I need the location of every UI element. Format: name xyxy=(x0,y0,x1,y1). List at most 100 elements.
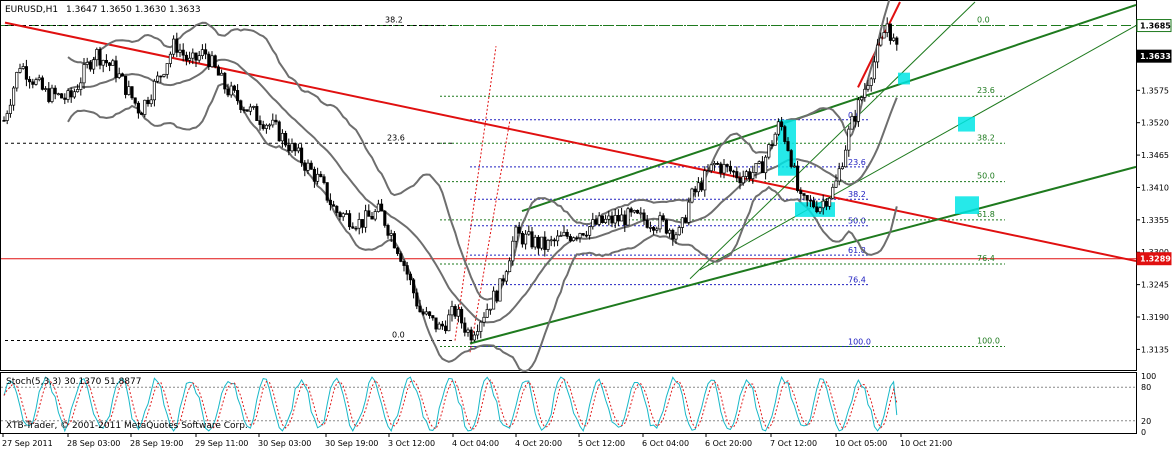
candle-body xyxy=(28,78,32,83)
candle-body xyxy=(463,322,467,333)
candle-body xyxy=(88,62,92,70)
candle-body xyxy=(492,290,496,310)
price-tag-label: 1.3685 xyxy=(1140,22,1171,31)
price-tag-label: 1.3633 xyxy=(1140,52,1171,61)
candle-body xyxy=(671,229,675,240)
green-fan-line xyxy=(699,25,1137,271)
candle-body xyxy=(364,210,368,228)
candle-body xyxy=(703,170,707,191)
candle-body xyxy=(156,75,160,82)
candle-body xyxy=(210,55,214,68)
candle-body xyxy=(18,68,22,73)
candle-body xyxy=(47,88,51,102)
green-fib-label: 76.4 xyxy=(977,254,995,263)
candle-body xyxy=(655,228,659,231)
candle-body xyxy=(223,72,227,90)
stoch-main-line xyxy=(3,375,898,433)
candle-body xyxy=(120,73,124,77)
candle-body xyxy=(328,199,332,206)
blue-fib-label: 50.0 xyxy=(848,217,866,226)
candle-body xyxy=(2,119,6,122)
time-tick-label: 6 Oct 04:00 xyxy=(642,439,689,448)
candle-body xyxy=(392,233,396,249)
candle-body xyxy=(434,317,438,330)
stochastic-axis: 100 80 20 0 xyxy=(1141,372,1156,437)
candle-body xyxy=(709,164,713,172)
candle-body xyxy=(479,321,483,332)
candle-body xyxy=(72,91,76,98)
copyright-footer: XTB-Trader, © 2001-2011 MetaQuotes Softw… xyxy=(6,421,248,431)
candle-body xyxy=(296,147,300,152)
candle-body xyxy=(885,23,889,33)
candle-body xyxy=(818,207,822,213)
candle-body xyxy=(837,168,841,182)
candle-body xyxy=(213,55,217,68)
candle-body xyxy=(645,219,649,228)
price-axis: 1.35751.35201.34651.34101.33551.33001.32… xyxy=(1136,19,1172,354)
candle-body xyxy=(856,99,860,122)
candle-body xyxy=(732,170,736,173)
candle-body xyxy=(581,233,585,236)
candle-body xyxy=(204,49,208,55)
candle-body xyxy=(626,208,630,226)
candle-body xyxy=(399,253,403,262)
highlight-box xyxy=(898,72,910,85)
candle-body xyxy=(600,215,604,223)
candle-body xyxy=(575,237,579,240)
candle-body xyxy=(428,311,432,316)
highlight-box xyxy=(955,196,979,214)
main-chart-frame xyxy=(0,0,1137,371)
chart-header-symbol: EURUSD,H1 xyxy=(5,5,58,15)
price-tick-label: 1.3190 xyxy=(1141,313,1169,322)
candle-body xyxy=(648,227,652,229)
candle-body xyxy=(56,93,60,96)
candle-body xyxy=(725,164,729,167)
candle-body xyxy=(242,109,246,111)
candle-body xyxy=(396,247,400,254)
candle-body xyxy=(389,233,393,236)
candle-body xyxy=(469,329,473,341)
candle-body xyxy=(652,227,656,231)
candle-body xyxy=(847,128,851,151)
candle-body xyxy=(460,308,464,324)
candle-body xyxy=(562,231,566,236)
candle-body xyxy=(236,90,240,102)
candle-body xyxy=(239,100,243,110)
candle-body xyxy=(552,239,556,242)
candle-body xyxy=(34,79,38,85)
candle-body xyxy=(735,171,739,179)
price-tag-label: 1.3289 xyxy=(1140,255,1171,264)
candle-body xyxy=(783,126,787,142)
candle-body xyxy=(69,90,73,98)
candle-body xyxy=(866,85,870,90)
time-tick-label: 30 Sep 03:00 xyxy=(258,439,311,448)
candle-body xyxy=(127,86,131,95)
candle-body xyxy=(165,63,169,75)
candle-body xyxy=(504,271,508,282)
candle-body xyxy=(130,86,134,99)
candle-body xyxy=(754,163,758,173)
candle-body xyxy=(805,195,809,201)
candle-body xyxy=(796,165,800,191)
candle-body xyxy=(101,59,105,66)
candle-body xyxy=(191,52,195,59)
candle-body xyxy=(751,172,755,180)
candle-body xyxy=(850,116,854,130)
candle-body xyxy=(172,38,176,55)
candle-body xyxy=(834,180,838,188)
candlesticks xyxy=(2,17,899,343)
stochastic-label: Stoch(5,3,3) 30.1370 51.8877 xyxy=(6,377,141,387)
candle-body xyxy=(860,97,864,101)
candle-body xyxy=(799,190,803,195)
time-tick-label: 5 Oct 12:00 xyxy=(578,439,625,448)
blue-fib-label: 100.0 xyxy=(848,337,871,346)
candle-body xyxy=(780,121,784,127)
candle-body xyxy=(367,210,371,217)
candle-body xyxy=(568,236,572,241)
candle-body xyxy=(511,240,515,262)
candle-body xyxy=(5,113,9,121)
green-fib-label: 23.6 xyxy=(977,86,995,95)
candle-body xyxy=(882,32,886,39)
candle-body xyxy=(690,188,694,203)
